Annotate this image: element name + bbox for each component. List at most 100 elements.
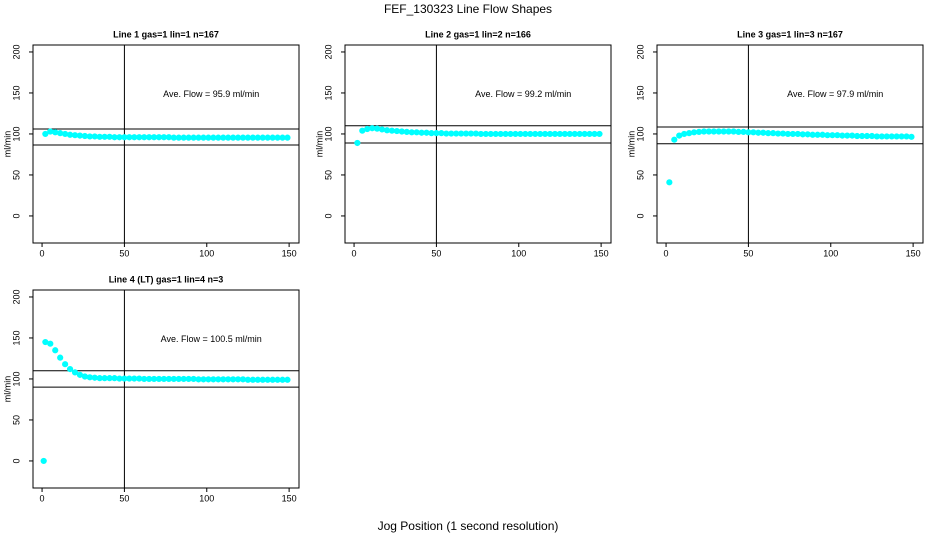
point (700, 128, 708, 135)
point (234, 134, 242, 141)
point (244, 134, 252, 141)
point (76, 132, 84, 139)
point (101, 375, 108, 382)
plot-frame (656, 44, 924, 244)
point (170, 134, 177, 141)
point (740, 128, 747, 136)
point (566, 130, 573, 138)
point (819, 131, 826, 138)
point (190, 375, 197, 383)
point (141, 375, 148, 383)
y-axis-label: ml/min (2, 131, 12, 158)
point (62, 130, 69, 138)
point (364, 125, 371, 133)
x-tick-label: 0 (352, 248, 357, 258)
y-tick-label: 100 (635, 126, 645, 141)
point (453, 130, 460, 137)
x-tick-label: 100 (511, 248, 526, 258)
point (893, 133, 900, 140)
y-tick-label: 150 (11, 85, 21, 100)
point (175, 375, 182, 383)
point (695, 128, 703, 136)
point (745, 129, 752, 136)
point (259, 134, 266, 141)
point (858, 132, 866, 140)
point (225, 376, 232, 383)
y-tick-label: 100 (323, 126, 333, 141)
point (185, 134, 192, 141)
point (725, 128, 732, 135)
point (482, 130, 489, 138)
point (220, 134, 227, 141)
point (244, 376, 252, 383)
y-tick-label: 200 (635, 44, 645, 59)
point (878, 133, 885, 140)
point (47, 340, 54, 347)
point (239, 134, 247, 141)
point (86, 374, 93, 381)
point (784, 130, 792, 138)
point (195, 134, 202, 141)
point (86, 133, 93, 140)
point (750, 129, 757, 136)
point (576, 130, 583, 138)
point (359, 127, 366, 134)
y-tick-label: 200 (11, 44, 21, 59)
point (269, 134, 276, 141)
point (388, 127, 396, 134)
point (467, 130, 475, 137)
panel-title: Line 4 (LT) gas=1 lin=4 n=3 (109, 274, 224, 284)
point (487, 130, 494, 138)
point (47, 128, 54, 135)
point (676, 132, 683, 139)
point (40, 457, 47, 465)
x-tick-label: 50 (119, 248, 129, 258)
x-tick-label: 0 (664, 248, 669, 258)
point (571, 130, 578, 138)
point (264, 376, 271, 383)
point (418, 129, 425, 136)
point (770, 130, 777, 137)
point (443, 130, 450, 137)
panel-title: Line 1 gas=1 lin=1 n=167 (113, 29, 219, 39)
point (150, 134, 158, 141)
point (42, 130, 49, 138)
point (215, 134, 222, 141)
point (730, 128, 737, 135)
point (160, 375, 168, 383)
point (854, 132, 861, 140)
point (883, 133, 890, 140)
y-tick-label: 150 (11, 330, 21, 345)
point (76, 371, 84, 378)
x-tick-label: 150 (282, 248, 297, 258)
y-tick-label: 50 (11, 170, 21, 180)
point (71, 369, 79, 376)
point (91, 133, 98, 140)
x-tick-label: 50 (431, 248, 441, 258)
point (42, 338, 49, 346)
point (868, 132, 876, 140)
point (789, 130, 796, 138)
y-axis-label: ml/min (2, 376, 12, 403)
point (254, 134, 261, 141)
point (234, 376, 242, 383)
point (81, 373, 88, 380)
point (205, 134, 212, 141)
point (522, 130, 529, 138)
point (150, 375, 158, 383)
point (126, 134, 133, 141)
point (146, 375, 153, 383)
point (205, 376, 212, 383)
point (111, 375, 118, 382)
point (844, 132, 851, 139)
point (106, 133, 113, 140)
y-tick-label: 0 (323, 213, 333, 218)
plot-frame (344, 44, 612, 244)
point (556, 130, 564, 138)
x-axis-label: Jog Position (1 second resolution) (378, 519, 559, 533)
x-tick-label: 50 (743, 248, 753, 258)
point (794, 130, 801, 138)
point (279, 376, 286, 383)
point (155, 375, 163, 383)
x-tick-label: 150 (282, 493, 297, 503)
